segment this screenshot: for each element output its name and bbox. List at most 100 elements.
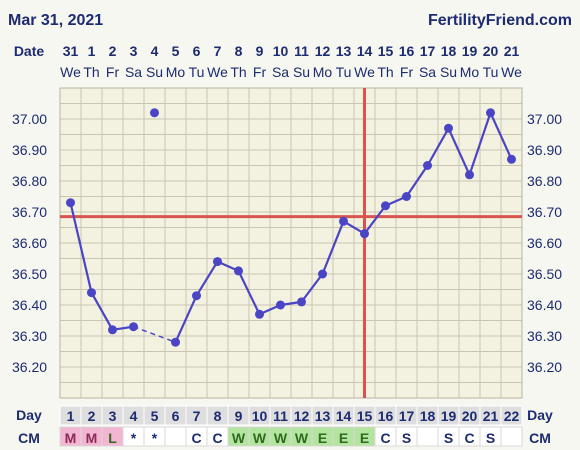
weekday-label: Th bbox=[83, 64, 99, 80]
series-segment bbox=[363, 205, 387, 235]
weekday-label: We bbox=[354, 64, 375, 80]
weekday-label: Fr bbox=[400, 64, 414, 80]
y-tick-label-right: 36.40 bbox=[527, 297, 562, 313]
day-number: 19 bbox=[441, 408, 457, 424]
temperature-point bbox=[66, 198, 75, 208]
y-tick-label: 36.70 bbox=[12, 204, 47, 220]
cm-value: W bbox=[274, 430, 288, 446]
weekday-label: Tu bbox=[336, 64, 352, 80]
day-number: 14 bbox=[336, 408, 352, 424]
date-label: 8 bbox=[235, 43, 243, 59]
day-number: 13 bbox=[315, 408, 331, 424]
cm-value: S bbox=[444, 430, 453, 446]
temperature-point bbox=[465, 170, 474, 180]
day-number: 9 bbox=[235, 408, 243, 424]
date-label: 2 bbox=[109, 43, 117, 59]
date-label: 7 bbox=[214, 43, 222, 59]
weekday-label: Su bbox=[440, 64, 457, 80]
date-row-label: Date bbox=[14, 43, 45, 59]
y-axis-right: 37.00 36.90 36.80 36.70 36.60 36.50 36.40 36.30… bbox=[527, 111, 562, 375]
cm-value: L bbox=[108, 430, 117, 446]
day-number: 16 bbox=[378, 408, 394, 424]
weekday-label: Th bbox=[230, 64, 246, 80]
temperature-point bbox=[423, 161, 432, 170]
cm-row-label-left: CM bbox=[18, 430, 40, 446]
day-number: 11 bbox=[273, 408, 288, 424]
weekday-label: Tu bbox=[189, 64, 205, 80]
date-label: 21 bbox=[504, 43, 520, 59]
date-label: 1 bbox=[88, 43, 96, 59]
series-segment-dashed bbox=[133, 325, 176, 343]
y-tick-label-right: 36.60 bbox=[527, 235, 562, 251]
cm-value: C bbox=[380, 430, 390, 446]
series-segment bbox=[90, 292, 114, 331]
y-tick-label: 37.00 bbox=[12, 111, 47, 127]
day-row-label-left: Day bbox=[16, 407, 42, 423]
cm-value: S bbox=[486, 430, 495, 446]
y-tick-label: 36.60 bbox=[12, 235, 47, 251]
date-label: 17 bbox=[420, 43, 436, 59]
plot-border bbox=[59, 87, 523, 399]
weekday-label: We bbox=[207, 64, 228, 80]
series-segment bbox=[405, 164, 429, 198]
cm-value: C bbox=[212, 430, 222, 446]
temperature-point bbox=[339, 216, 348, 226]
date-label: 4 bbox=[151, 43, 159, 59]
cm-cell bbox=[500, 426, 523, 447]
temperature-point bbox=[171, 337, 180, 347]
series-segment bbox=[489, 112, 513, 160]
series-segment bbox=[300, 273, 324, 303]
cm-value: * bbox=[131, 430, 137, 446]
weekday-label: Mo bbox=[166, 64, 186, 80]
day-number: 8 bbox=[214, 408, 222, 424]
date-label: 3 bbox=[130, 43, 138, 59]
cm-value: E bbox=[339, 430, 348, 446]
day-number: 12 bbox=[294, 408, 310, 424]
temperature-point bbox=[213, 257, 222, 267]
chart-grid bbox=[59, 87, 523, 399]
series-segment bbox=[195, 261, 219, 297]
weekday-label: Su bbox=[146, 64, 163, 80]
weekday-label: We bbox=[501, 64, 522, 80]
brand-link[interactable]: FertilityFriend.com bbox=[428, 12, 572, 29]
cm-value: E bbox=[318, 430, 327, 446]
day-number: 15 bbox=[357, 408, 373, 424]
cm-value: M bbox=[65, 430, 77, 446]
cervical-mucus-row: M M L * * C C W W W W E E E C S S C S bbox=[59, 426, 523, 447]
temperature-point bbox=[318, 269, 327, 279]
temperature-point bbox=[192, 291, 201, 301]
weekday-label: Mo bbox=[313, 64, 333, 80]
temperature-point bbox=[87, 288, 96, 298]
cm-cell bbox=[164, 426, 187, 447]
temperature-point bbox=[255, 309, 264, 319]
y-tick-label-right: 36.80 bbox=[527, 173, 562, 189]
cycle-day-row: 1 2 3 4 5 6 7 8 9 10 11 12 13 14 15 16 17 18 19 20 21 22 bbox=[59, 405, 523, 426]
temperature-point bbox=[381, 201, 390, 211]
cm-value: E bbox=[360, 430, 369, 446]
temperature-series bbox=[66, 108, 516, 347]
cm-value: W bbox=[232, 430, 246, 446]
temperature-point bbox=[402, 192, 411, 201]
date-label: 14 bbox=[357, 43, 373, 59]
temperature-point bbox=[129, 322, 138, 332]
day-number: 1 bbox=[67, 408, 75, 424]
weekday-label: We bbox=[60, 64, 81, 80]
series-segment bbox=[69, 202, 93, 293]
day-number: 20 bbox=[462, 408, 478, 424]
temperature-point bbox=[486, 108, 495, 118]
date-label: 16 bbox=[399, 43, 415, 59]
date-label: 13 bbox=[336, 43, 352, 59]
y-tick-label: 36.30 bbox=[12, 328, 47, 344]
date-label: 15 bbox=[378, 43, 394, 59]
cm-value: C bbox=[191, 430, 201, 446]
series-segment bbox=[174, 295, 198, 343]
day-number: 10 bbox=[252, 408, 268, 424]
weekday-label: Sa bbox=[272, 64, 289, 80]
temperature-point bbox=[297, 297, 306, 307]
date-label: 5 bbox=[172, 43, 180, 59]
weekday-label: Sa bbox=[419, 64, 436, 80]
y-tick-label: 36.90 bbox=[12, 142, 47, 158]
weekday-label: Tu bbox=[483, 64, 499, 80]
cm-value: W bbox=[295, 430, 309, 446]
